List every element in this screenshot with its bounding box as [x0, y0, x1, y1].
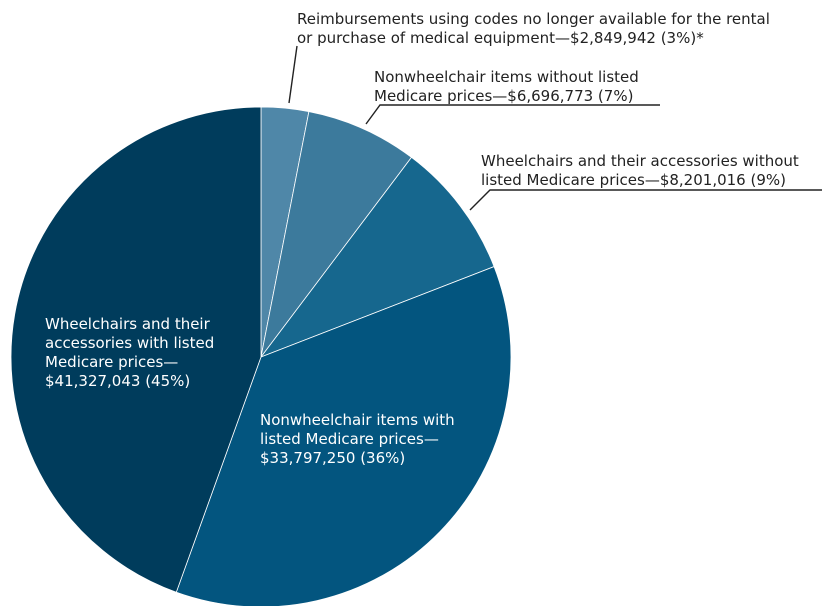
- leader-line: [469, 189, 822, 211]
- slice-label: Wheelchairs and their accessories with li…: [45, 315, 214, 390]
- leader-line: [365, 104, 660, 125]
- slice-label: Wheelchairs and their accessories withou…: [481, 152, 799, 189]
- slice-wheelchair-unlisted: [259, 156, 495, 358]
- slice-labels: Reimbursements using codes no longer ava…: [45, 10, 799, 467]
- slice-wheelchair-listed: [10, 106, 262, 593]
- slice-label-line: $33,797,250 (36%): [260, 449, 405, 467]
- leader-lines: [288, 45, 822, 211]
- leader-line: [288, 45, 298, 104]
- slice-label-line: Wheelchairs and their: [45, 315, 211, 333]
- slice-label-line: listed Medicare prices—$8,201,016 (9%): [481, 171, 786, 189]
- pie-slices: [10, 106, 512, 606]
- slice-label: Nonwheelchair items with listed Medicare …: [260, 411, 455, 467]
- slice-label-line: Wheelchairs and their accessories withou…: [481, 152, 799, 170]
- slice-label-line: or purchase of medical equipment—$2,849,…: [297, 29, 704, 47]
- slice-label-line: accessories with listed: [45, 334, 214, 352]
- slice-label-line: Medicare prices—$6,696,773 (7%): [374, 87, 633, 105]
- slice-label-line: Nonwheelchair items without listed: [374, 68, 639, 86]
- slice-nonwheelchair-listed: [175, 266, 512, 606]
- slice-label-line: Reimbursements using codes no longer ava…: [297, 10, 770, 28]
- slice-label: Nonwheelchair items without listed Medica…: [374, 68, 639, 105]
- slice-label-line: listed Medicare prices—: [260, 430, 439, 448]
- slice-label: Reimbursements using codes no longer ava…: [297, 10, 770, 47]
- slice-label-line: Medicare prices—: [45, 353, 178, 371]
- slice-label-line: $41,327,043 (45%): [45, 372, 190, 390]
- slice-nonwheelchair-unlisted: [260, 111, 413, 358]
- slice-label-line: Nonwheelchair items with: [260, 411, 455, 429]
